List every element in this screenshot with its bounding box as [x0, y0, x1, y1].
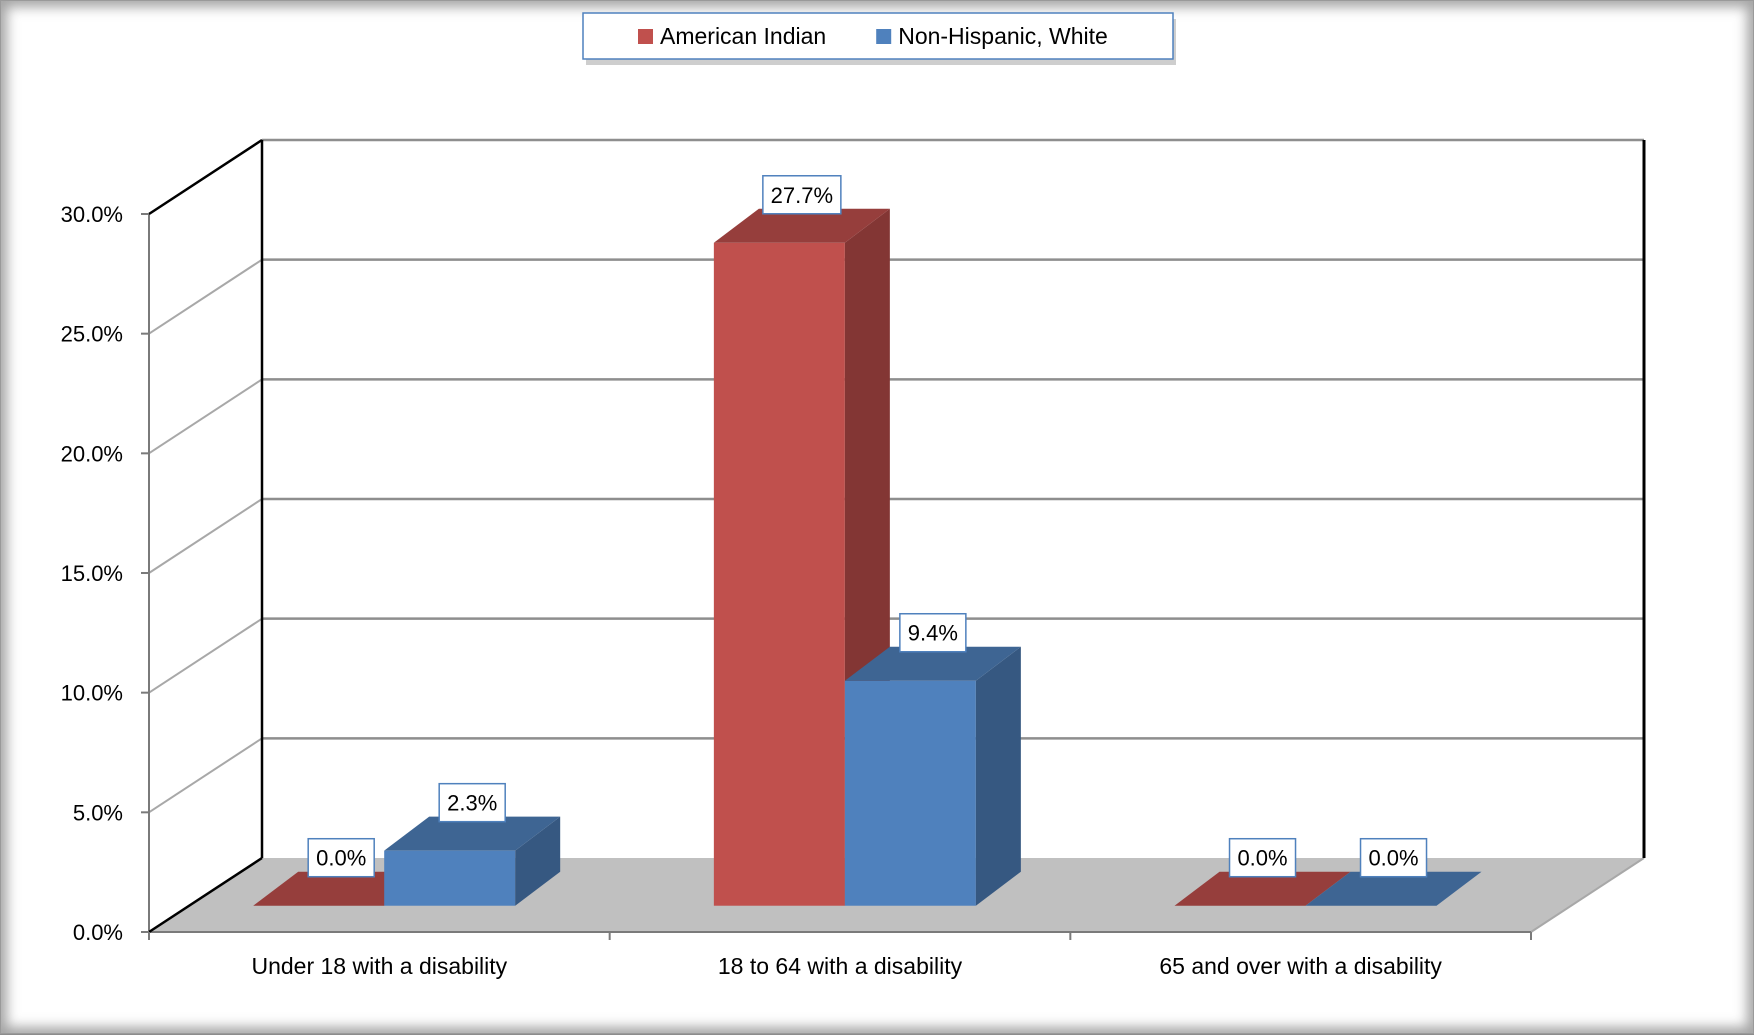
bar-non-hispanic-white-18-to-64-with-a-disability	[845, 647, 1021, 906]
legend-swatch	[876, 29, 891, 44]
data-label-non-hispanic-white-65-and-over-with-a-disability: 0.0%	[1361, 839, 1427, 877]
x-category-label: 65 and over with a disability	[1159, 953, 1442, 979]
legend-swatch	[638, 29, 653, 44]
data-label-american-indian-65-and-over-with-a-disability: 0.0%	[1230, 839, 1296, 877]
legend: American Indian Non-Hispanic, White	[583, 13, 1176, 65]
data-label-text: 0.0%	[1368, 846, 1418, 871]
x-axis-category-labels: Under 18 with a disability 18 to 64 with …	[149, 932, 1531, 979]
data-label-text: 2.3%	[447, 791, 497, 816]
data-label-text: 0.0%	[1237, 846, 1287, 871]
data-label-non-hispanic-white-18-to-64-with-a-disability: 9.4%	[900, 614, 966, 652]
legend-label: Non-Hispanic, White	[898, 23, 1108, 49]
data-label-non-hispanic-white-under-18-with-a-disability: 2.3%	[439, 784, 505, 822]
y-tick-label: 10.0%	[61, 681, 123, 706]
bar-front-face	[384, 851, 515, 906]
legend-label: American Indian	[660, 23, 826, 49]
legend-entry-non-hispanic-white: Non-Hispanic, White	[876, 23, 1108, 49]
bar-front-face	[845, 681, 976, 906]
data-label-american-indian-under-18-with-a-disability: 0.0%	[308, 839, 374, 877]
legend-entry-american-indian: American Indian	[638, 23, 826, 49]
data-label-american-indian-18-to-64-with-a-disability: 27.7%	[763, 176, 841, 214]
data-label-text: 9.4%	[908, 621, 958, 646]
y-tick-label: 20.0%	[61, 441, 123, 466]
y-tick-label: 25.0%	[61, 322, 123, 347]
x-category-label: 18 to 64 with a disability	[718, 953, 963, 979]
y-tick-label: 30.0%	[61, 202, 123, 227]
data-label-text: 27.7%	[771, 183, 833, 208]
y-tick-label: 15.0%	[61, 561, 123, 586]
data-label-text: 0.0%	[316, 846, 366, 871]
y-tick-label: 5.0%	[73, 800, 123, 825]
bar-side-face	[976, 647, 1021, 906]
y-tick-label: 0.0%	[73, 920, 123, 945]
x-category-label: Under 18 with a disability	[251, 953, 507, 979]
bar-front-face	[714, 243, 845, 906]
y-axis-tick-labels: 0.0% 5.0% 10.0% 15.0% 20.0% 25.0% 30.0%	[61, 202, 149, 945]
